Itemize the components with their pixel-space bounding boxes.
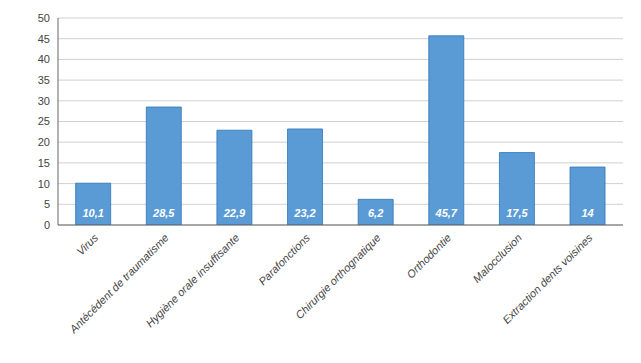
svg-text:Parafonctions: Parafonctions <box>256 231 312 287</box>
svg-text:Extraction dents voisines: Extraction dents voisines <box>500 231 595 326</box>
svg-text:6,2: 6,2 <box>368 207 383 219</box>
svg-text:Antécédent de traumatisme: Antécédent de traumatisme <box>67 231 171 336</box>
svg-text:0: 0 <box>44 219 50 231</box>
svg-text:35: 35 <box>38 74 50 86</box>
svg-text:30: 30 <box>38 95 50 107</box>
svg-text:17,5: 17,5 <box>506 207 528 219</box>
svg-text:Chirurgie orthognatique: Chirurgie orthognatique <box>293 231 383 321</box>
svg-text:Virus: Virus <box>74 231 100 257</box>
svg-text:5: 5 <box>44 198 50 210</box>
svg-text:45: 45 <box>38 33 50 45</box>
svg-text:40: 40 <box>38 53 50 65</box>
svg-text:10: 10 <box>38 178 50 190</box>
svg-text:22,9: 22,9 <box>223 207 246 219</box>
svg-text:28,5: 28,5 <box>152 207 175 219</box>
svg-text:20: 20 <box>38 136 50 148</box>
svg-text:50: 50 <box>38 12 50 24</box>
svg-text:Malocclusion: Malocclusion <box>471 231 524 284</box>
svg-text:Orthodontie: Orthodontie <box>404 231 453 280</box>
svg-text:15: 15 <box>38 157 50 169</box>
svg-text:25: 25 <box>38 115 50 127</box>
svg-text:14: 14 <box>581 207 593 219</box>
svg-text:45,7: 45,7 <box>435 207 458 219</box>
svg-text:10,1: 10,1 <box>82 207 103 219</box>
svg-text:23,2: 23,2 <box>293 207 315 219</box>
svg-text:Hygiène orale insuffisante: Hygiène orale insuffisante <box>144 231 242 329</box>
